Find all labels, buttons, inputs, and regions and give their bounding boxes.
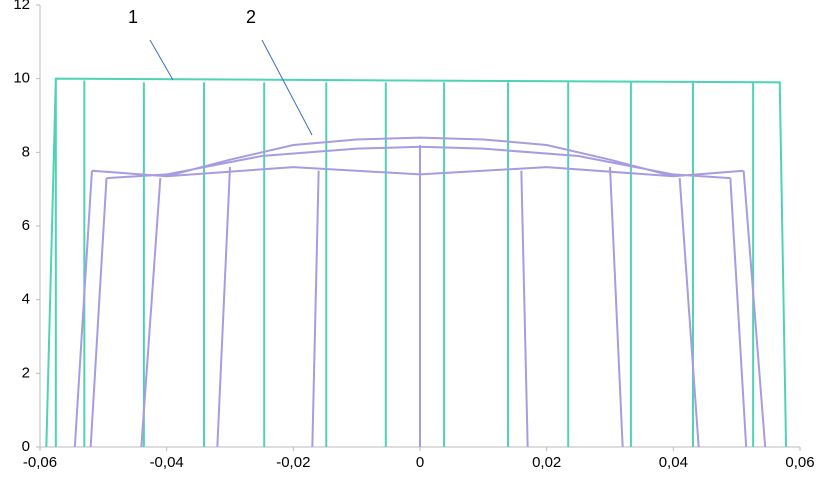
y-tick-label: 10 [13, 70, 30, 87]
leader-line [149, 39, 174, 81]
x-tick-label: 0 [416, 454, 424, 471]
series-line [45, 77, 788, 448]
x-tick-label: -0,04 [150, 454, 184, 471]
x-tick-label: -0,06 [23, 454, 57, 471]
annotation: 2 [246, 7, 256, 27]
x-tick-label: 0,02 [532, 454, 561, 471]
y-tick-label: 12 [13, 0, 30, 13]
annotation: 1 [128, 7, 138, 27]
series-line [73, 136, 767, 448]
x-tick-label: 0,06 [785, 454, 814, 471]
y-tick-label: 2 [22, 364, 30, 381]
y-tick-label: 6 [22, 217, 30, 234]
x-tick-label: 0,04 [659, 454, 688, 471]
y-tick-label: 8 [22, 143, 30, 160]
x-tick-label: -0,02 [276, 454, 310, 471]
leader-line [261, 39, 313, 136]
y-tick-label: 0 [22, 438, 30, 455]
y-tick-label: 4 [22, 291, 30, 308]
